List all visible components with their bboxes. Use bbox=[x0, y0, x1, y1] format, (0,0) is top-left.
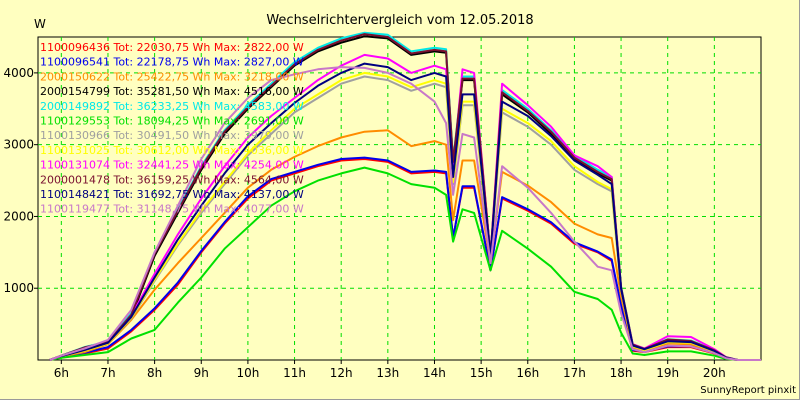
x-tick-label: 16h bbox=[516, 366, 539, 380]
legend-entry: 2000149892 Tot: 36233,25 Wh Max: 4583,00… bbox=[40, 100, 304, 113]
y-tick-label: 3000 bbox=[3, 138, 34, 152]
x-tick-label: 11h bbox=[283, 366, 306, 380]
chart-title: Wechselrichtervergleich vom 12.05.2018 bbox=[266, 13, 533, 28]
legend-entry: 1100131025 Tot: 30612,00 Wh Max: 4036,00… bbox=[40, 144, 304, 157]
x-tick-label: 20h bbox=[703, 366, 726, 380]
legend-entry: 1100119477 Tot: 31148,75 Wh Max: 4077,00… bbox=[40, 203, 304, 216]
y-axis-label: W bbox=[34, 17, 46, 31]
y-tick-label: 2000 bbox=[3, 209, 34, 223]
legend-entry: 2000150622 Tot: 25422,75 Wh Max: 3218,00… bbox=[40, 70, 304, 83]
legend-entry: 2000154799 Tot: 35281,50 Wh Max: 4516,00… bbox=[40, 85, 304, 98]
x-tick-label: 10h bbox=[236, 366, 259, 380]
x-tick-label: 6h bbox=[54, 366, 69, 380]
legend-entry: 1100131074 Tot: 32441,25 Wh Max: 4254,00… bbox=[40, 159, 304, 172]
x-axis-ticks: 6h 7h 8h 9h 10h 11h 12h 13h 14h 15h 16h 17h 18h 19h 20… bbox=[54, 360, 726, 380]
legend-entry: 2000001478 Tot: 36159,25 Wh Max: 4564,00… bbox=[40, 173, 304, 186]
x-tick-label: 19h bbox=[656, 366, 679, 380]
series-line bbox=[49, 62, 761, 361]
legend-entry: 1100148421 Tot: 31692,75 Wh Max: 4137,00… bbox=[40, 188, 304, 201]
y-axis-ticks: 1000 2000 3000 4000 bbox=[3, 66, 38, 295]
legend-entry: 1100096436 Tot: 22030,75 Wh Max: 2822,00… bbox=[40, 41, 304, 54]
series-lines bbox=[49, 31, 761, 361]
series-line bbox=[49, 166, 761, 361]
x-tick-label: 9h bbox=[194, 366, 209, 380]
y-tick-label: 1000 bbox=[3, 281, 34, 295]
x-tick-label: 12h bbox=[330, 366, 353, 380]
legend-entry: 1100130966 Tot: 30491,50 Wh Max: 3979,00… bbox=[40, 129, 304, 142]
legend-entry: 1100096541 Tot: 22178,75 Wh Max: 2827,00… bbox=[40, 56, 304, 69]
x-tick-label: 18h bbox=[610, 366, 633, 380]
x-tick-label: 17h bbox=[563, 366, 586, 380]
x-tick-label: 15h bbox=[470, 366, 493, 380]
x-tick-label: 7h bbox=[100, 366, 115, 380]
footer-credit: SunnyReport pinxit bbox=[700, 385, 796, 396]
x-tick-label: 13h bbox=[376, 366, 399, 380]
series-line bbox=[49, 66, 761, 361]
legend-entry: 1100129553 Tot: 18094,25 Wh Max: 2691,00… bbox=[40, 115, 304, 128]
y-tick-label: 4000 bbox=[3, 66, 34, 80]
x-tick-label: 8h bbox=[147, 366, 162, 380]
legend: 1100096436 Tot: 22030,75 Wh Max: 2822,00… bbox=[40, 41, 304, 216]
x-tick-label: 14h bbox=[423, 366, 446, 380]
